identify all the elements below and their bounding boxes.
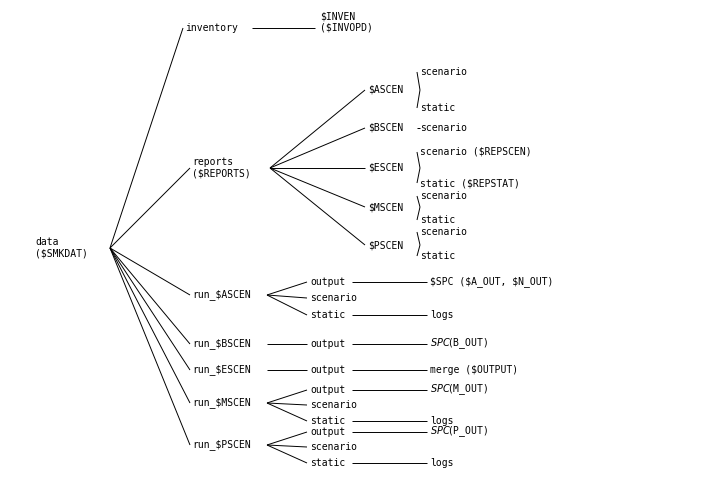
Text: $ASCEN: $ASCEN	[368, 85, 403, 95]
Text: output: output	[310, 427, 345, 437]
Text: static: static	[310, 416, 345, 426]
Text: static: static	[310, 310, 345, 320]
Text: run_$PSCEN: run_$PSCEN	[192, 439, 251, 450]
Text: scenario: scenario	[420, 191, 467, 201]
Text: scenario: scenario	[420, 227, 467, 237]
Text: static: static	[420, 251, 455, 261]
Text: reports
($REPORTS): reports ($REPORTS)	[192, 157, 251, 179]
Text: run_$MSCEN: run_$MSCEN	[192, 398, 251, 409]
Text: run_$ASCEN: run_$ASCEN	[192, 290, 251, 301]
Text: static: static	[310, 458, 345, 468]
Text: run_$BSCEN: run_$BSCEN	[192, 338, 251, 349]
Text: $INVEN
($INVOPD): $INVEN ($INVOPD)	[320, 11, 373, 33]
Text: scenario: scenario	[420, 67, 467, 77]
Text: $PSCEN: $PSCEN	[368, 240, 403, 250]
Text: $SPC ($P_OUT): $SPC ($P_OUT)	[430, 424, 488, 439]
Text: logs: logs	[430, 458, 453, 468]
Text: $SPC ($M_OUT): $SPC ($M_OUT)	[430, 383, 488, 398]
Text: inventory: inventory	[185, 23, 238, 33]
Text: merge ($OUTPUT): merge ($OUTPUT)	[430, 365, 518, 375]
Text: $BSCEN: $BSCEN	[368, 123, 403, 133]
Text: output: output	[310, 277, 345, 287]
Text: scenario: scenario	[310, 442, 357, 452]
Text: scenario: scenario	[420, 123, 467, 133]
Text: $SPC ($B_OUT): $SPC ($B_OUT)	[430, 336, 488, 351]
Text: output: output	[310, 339, 345, 349]
Text: static: static	[420, 103, 455, 113]
Text: output: output	[310, 385, 345, 395]
Text: $SPC ($A_OUT, $N_OUT): $SPC ($A_OUT, $N_OUT)	[430, 276, 553, 287]
Text: output: output	[310, 365, 345, 375]
Text: scenario: scenario	[310, 293, 357, 303]
Text: scenario ($REPSCEN): scenario ($REPSCEN)	[420, 147, 532, 157]
Text: scenario: scenario	[310, 400, 357, 410]
Text: static ($REPSTAT): static ($REPSTAT)	[420, 178, 520, 188]
Text: run_$ESCEN: run_$ESCEN	[192, 364, 251, 375]
Text: logs: logs	[430, 310, 453, 320]
Text: logs: logs	[430, 416, 453, 426]
Text: $MSCEN: $MSCEN	[368, 202, 403, 212]
Text: data
($SMKDAT): data ($SMKDAT)	[35, 237, 88, 259]
Text: static: static	[420, 215, 455, 225]
Text: $ESCEN: $ESCEN	[368, 163, 403, 173]
